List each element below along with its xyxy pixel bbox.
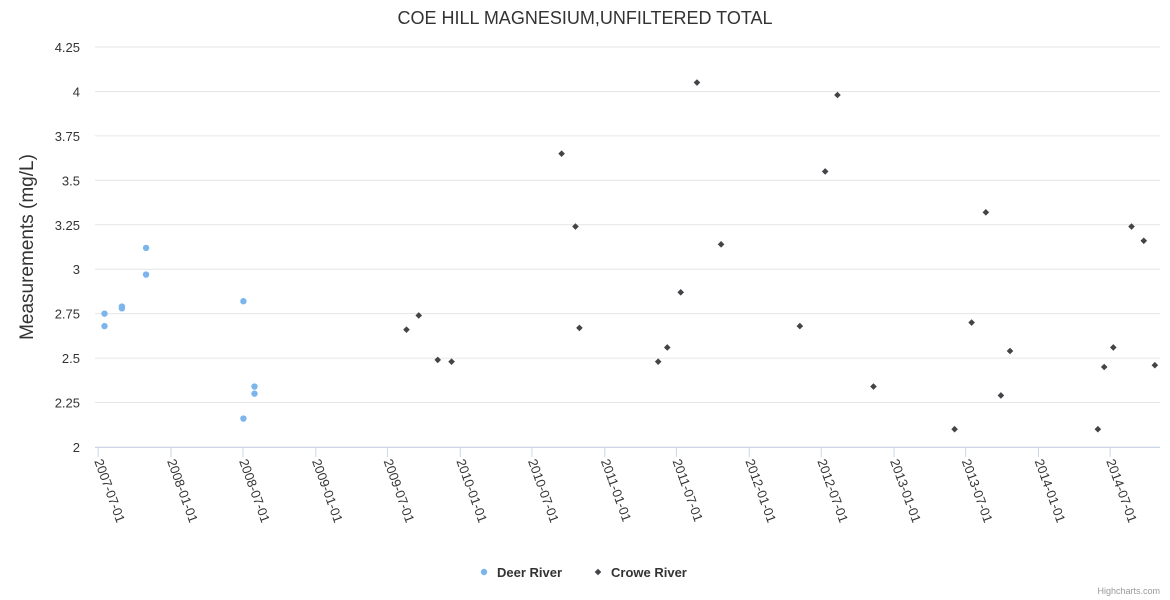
x-tick-label: 2014-07-01 — [1103, 457, 1140, 525]
data-point — [251, 383, 258, 390]
data-point — [101, 322, 108, 330]
y-axis-label: Measurements (mg/L) — [17, 154, 38, 340]
y-tick-label: 2.5 — [62, 351, 80, 366]
x-tick-label: 2009-07-01 — [381, 457, 418, 525]
y-tick-label: 2.75 — [55, 307, 80, 322]
x-tick-label: 2009-01-01 — [309, 457, 346, 525]
data-point — [118, 305, 126, 312]
data-point — [434, 356, 442, 364]
data-point — [717, 241, 725, 248]
data-point — [677, 289, 685, 296]
legend-marker — [594, 568, 602, 576]
x-tick-label: 2013-01-01 — [887, 457, 924, 525]
data-point — [654, 358, 662, 365]
data-point — [240, 298, 247, 305]
data-points — [101, 79, 1159, 433]
x-axis-ticks: 2007-07-01 2008-01-01 2008-07-01 2009-01-01… — [91, 447, 1160, 525]
y-tick-label: 3.75 — [55, 129, 80, 144]
x-tick-label: 2008-01-01 — [164, 457, 201, 525]
data-point — [1109, 344, 1117, 351]
x-tick-label: 2012-01-01 — [742, 457, 779, 525]
y-tick-label: 3.5 — [62, 173, 80, 188]
y-tick-label: 3 — [73, 262, 80, 277]
y-tick-label: 2 — [73, 440, 80, 455]
data-point — [1094, 425, 1102, 433]
data-point — [1140, 237, 1148, 245]
x-tick-label: 2010-01-01 — [453, 457, 490, 525]
data-point — [448, 358, 455, 365]
x-tick-label: 2008-07-01 — [236, 457, 273, 525]
data-point — [1151, 361, 1159, 369]
data-point — [693, 79, 701, 86]
data-point — [1100, 363, 1108, 371]
chart-title: COE HILL MAGNESIUM,UNFILTERED TOTAL — [397, 8, 772, 28]
data-point — [997, 392, 1005, 399]
data-point — [572, 223, 579, 230]
data-point — [1128, 223, 1135, 230]
legend: Deer River Crowe River — [480, 565, 687, 580]
x-tick-label: 2014-01-01 — [1032, 457, 1069, 525]
x-tick-label: 2011-07-01 — [670, 457, 707, 524]
data-point — [796, 322, 804, 330]
y-tick-label: 3.25 — [55, 218, 80, 233]
data-point — [403, 326, 410, 333]
data-point — [142, 271, 150, 278]
data-point — [101, 310, 108, 317]
legend-item-label[interactable]: Crowe River — [611, 565, 687, 580]
legend-item-label[interactable]: Deer River — [497, 565, 562, 580]
x-tick-label: 2013-07-01 — [959, 457, 996, 525]
data-point — [951, 425, 958, 433]
data-point — [251, 390, 258, 397]
data-point — [576, 324, 583, 332]
data-point — [415, 312, 423, 319]
data-point — [968, 319, 975, 326]
data-point — [870, 383, 877, 390]
data-point — [834, 91, 841, 99]
highcharts-credit[interactable]: Highcharts.com — [1097, 586, 1160, 596]
data-point — [1006, 347, 1014, 355]
legend-marker — [480, 568, 488, 576]
y-axis-ticks: 2 2.25 2.5 2.75 3 3.25 3.5 3.75 4 4.25 — [55, 40, 80, 455]
data-point — [663, 344, 671, 351]
data-point — [142, 244, 150, 252]
x-tick-label: 2011-01-01 — [598, 457, 635, 524]
y-tick-label: 4.25 — [55, 40, 80, 55]
data-point — [558, 150, 565, 157]
data-point — [240, 415, 247, 422]
y-tick-label: 4 — [73, 84, 80, 99]
x-tick-label: 2012-07-01 — [814, 457, 851, 525]
data-point — [982, 209, 990, 216]
data-point — [821, 168, 829, 175]
x-tick-label: 2007-07-01 — [91, 457, 128, 525]
y-tick-label: 2.25 — [55, 396, 80, 411]
x-tick-label: 2010-07-01 — [525, 457, 562, 525]
grid-lines — [95, 46, 1160, 448]
